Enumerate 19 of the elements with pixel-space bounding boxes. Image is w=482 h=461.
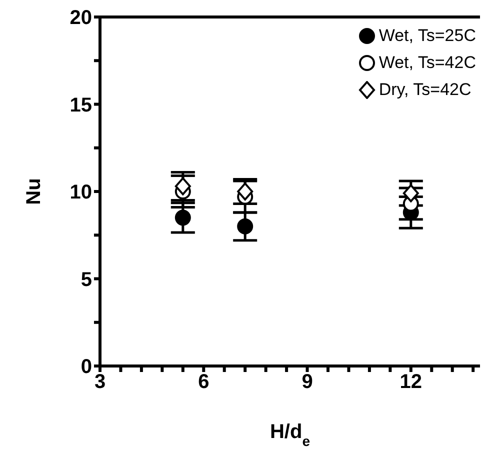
legend-label: Dry, Ts=42C	[378, 79, 472, 101]
y-tick-label: 5	[80, 268, 92, 291]
legend-label: Wet, Ts=25C	[378, 25, 476, 47]
y-tick-label: 10	[70, 182, 92, 204]
point	[237, 218, 254, 234]
point	[402, 184, 419, 202]
x-tick-label: 6	[198, 371, 210, 394]
legend-label: Wet, Ts=42C	[378, 52, 476, 74]
y-tick-label: 20	[70, 7, 92, 30]
point	[174, 177, 191, 196]
x-tick-label: 3	[94, 371, 106, 394]
x-tick-label: 12	[400, 371, 422, 394]
point	[237, 182, 254, 200]
y-tick-label: 0	[80, 356, 92, 378]
point	[174, 210, 191, 226]
y-tick-label: 15	[70, 94, 92, 116]
x-tick-label: 9	[302, 371, 313, 394]
y-axis-title: Nu	[23, 178, 45, 205]
x-axis-title: H/d$_{e}$	[270, 421, 310, 449]
